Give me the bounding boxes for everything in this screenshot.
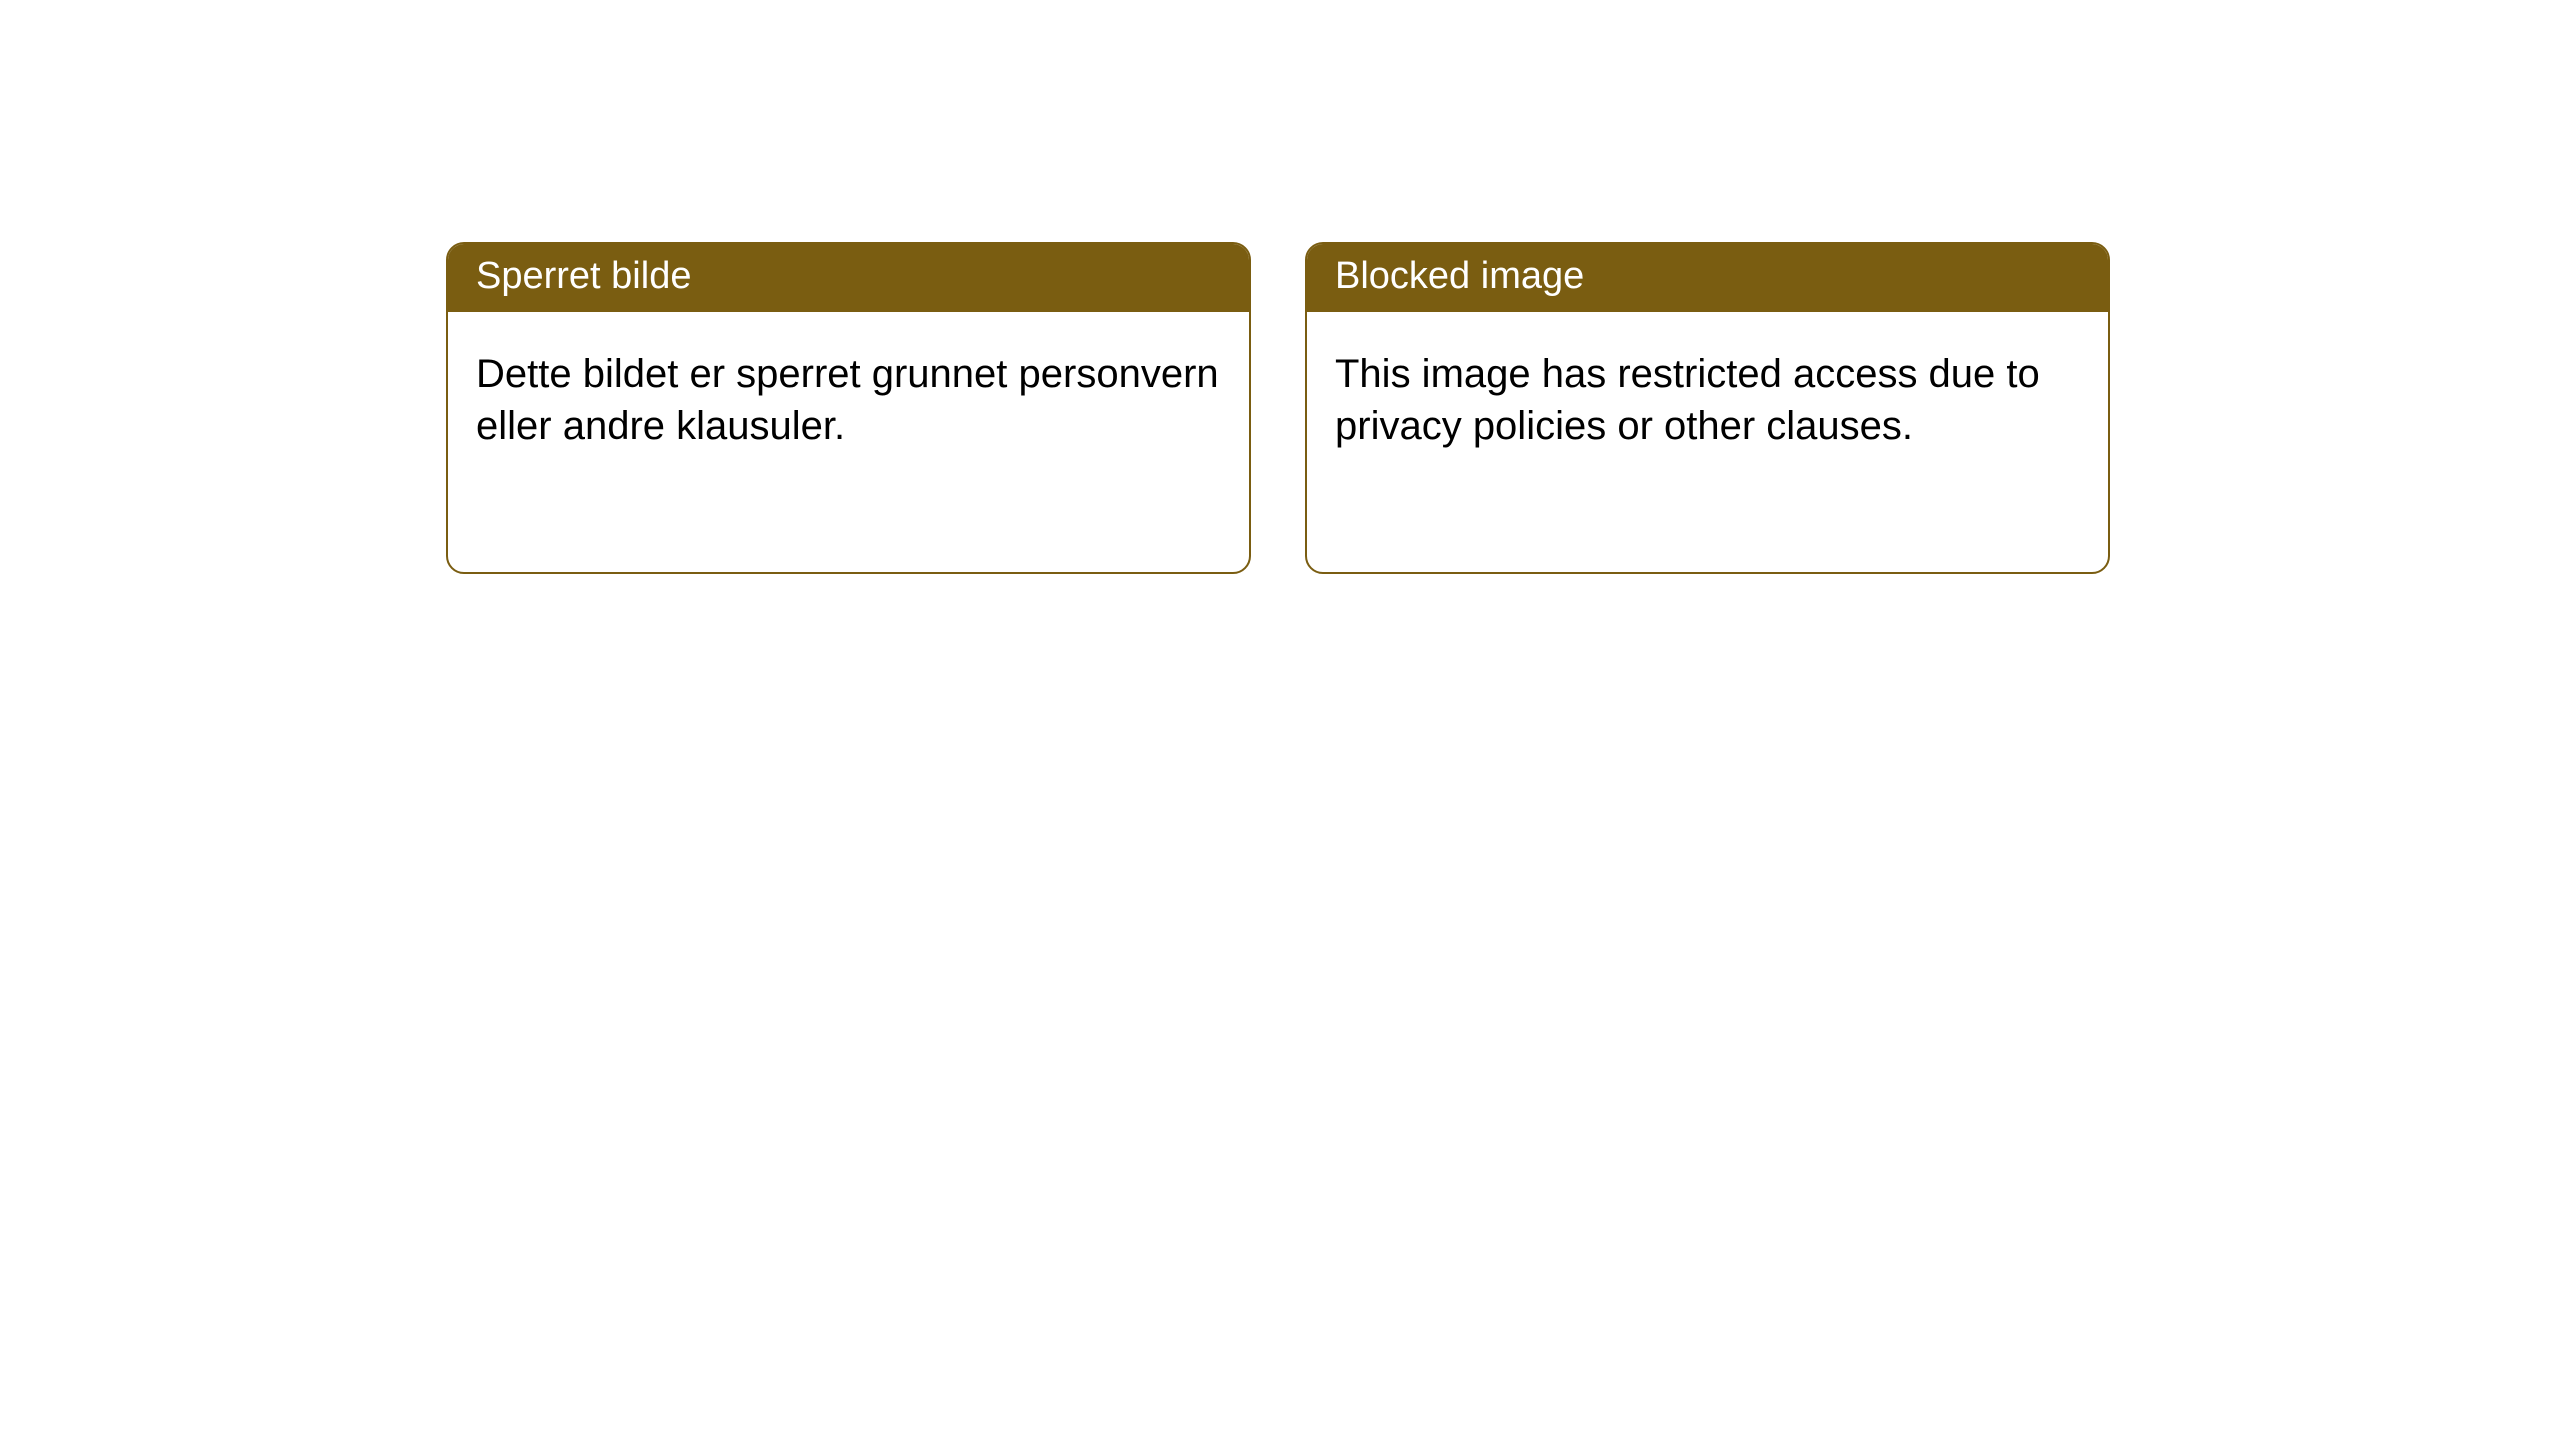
notice-title: Sperret bilde xyxy=(476,255,691,297)
notice-header: Sperret bilde xyxy=(448,244,1249,312)
notice-container: Sperret bilde Dette bildet er sperret gr… xyxy=(0,0,2560,574)
notice-header: Blocked image xyxy=(1307,244,2108,312)
notice-body-text: Dette bildet er sperret grunnet personve… xyxy=(476,352,1219,448)
notice-body-text: This image has restricted access due to … xyxy=(1335,352,2040,448)
notice-card-norwegian: Sperret bilde Dette bildet er sperret gr… xyxy=(446,242,1251,574)
notice-title: Blocked image xyxy=(1335,255,1584,297)
notice-card-english: Blocked image This image has restricted … xyxy=(1305,242,2110,574)
notice-body: This image has restricted access due to … xyxy=(1307,312,2108,488)
notice-body: Dette bildet er sperret grunnet personve… xyxy=(448,312,1249,488)
